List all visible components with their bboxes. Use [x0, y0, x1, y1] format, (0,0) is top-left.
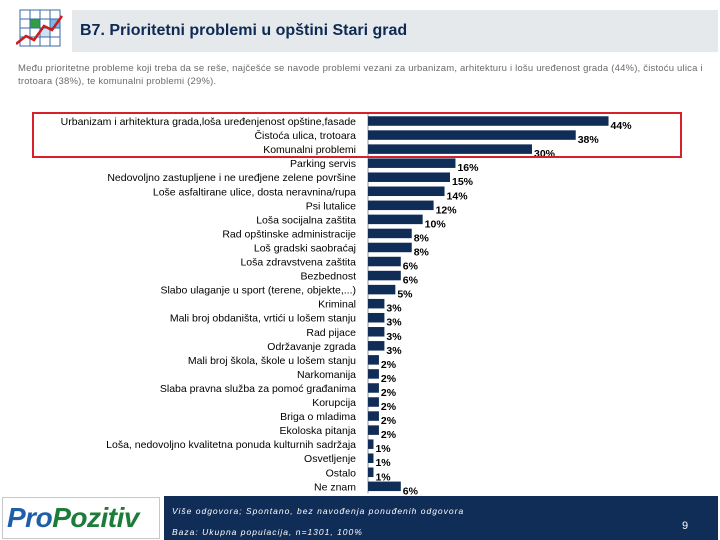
bar [368, 439, 374, 449]
category-label: Briga o mladima [280, 411, 356, 423]
data-label: 14% [447, 190, 469, 202]
category-label: Loša, nedovoljno kvalitetna ponuda kultu… [106, 439, 356, 451]
logo-pozitiv: Pozitiv [52, 502, 139, 533]
bar [368, 327, 385, 337]
grid-logo-icon [16, 9, 64, 47]
bar [368, 341, 385, 351]
category-label: Slaba pravna služba za pomoć građanima [160, 383, 356, 395]
category-label: Rad pijace [306, 327, 356, 339]
footer-bar [164, 496, 718, 540]
data-label: 3% [386, 317, 402, 329]
data-label: 12% [436, 204, 458, 216]
bar [368, 369, 379, 379]
header-bar [72, 10, 718, 52]
category-label: Komunalni problemi [263, 144, 356, 156]
data-label: 44% [611, 120, 633, 132]
bar [368, 228, 412, 239]
category-label: Čistoća ulica, trotoara [254, 129, 356, 142]
category-label: Loš gradski saobraćaj [254, 242, 356, 254]
bar [368, 158, 456, 168]
page-title: B7. Prioritetni problemi u opštini Stari… [80, 22, 408, 39]
bar [368, 256, 401, 267]
category-label: Urbanizam i arhitektura grada,loša uređe… [61, 116, 357, 128]
data-label: 2% [381, 401, 397, 413]
category-label: Mali broj škola, škole u lošem stanju [188, 355, 356, 367]
bar [368, 172, 450, 182]
data-label: 6% [403, 485, 419, 497]
data-label: 1% [375, 443, 391, 455]
category-label: Loše asfaltirane ulice, dosta neravnina/… [153, 186, 356, 198]
data-label: 8% [414, 246, 430, 258]
propozitiv-logo: ProPozitiv [2, 497, 160, 539]
category-label: Loša zdravstvena zaštita [240, 257, 356, 269]
data-label: 3% [386, 303, 402, 315]
bar [368, 355, 379, 365]
data-label: 3% [386, 331, 402, 343]
bar [368, 411, 379, 421]
category-label: Ekoloska pitanja [280, 425, 357, 437]
data-label: 3% [386, 345, 402, 357]
data-label: 15% [452, 176, 474, 188]
bar [368, 242, 412, 253]
footer-note: Više odgovora; Spontano, bez navođenja p… [172, 506, 465, 516]
category-label: Mali broj obdaništa, vrtići u lošem stan… [170, 313, 356, 325]
bar [368, 481, 401, 492]
data-label: 1% [375, 457, 391, 469]
data-label: 2% [381, 415, 397, 427]
category-label: Kriminal [318, 299, 356, 311]
category-label: Nedovoljno zastupljene i ne uređjene zel… [107, 172, 356, 184]
category-label: Bezbednost [301, 271, 357, 283]
data-label: 2% [381, 387, 397, 399]
bar [368, 214, 423, 225]
category-label: Parking servis [290, 158, 356, 170]
category-label: Korupcija [312, 397, 356, 409]
bar-chart: Urbanizam i arhitektura grada,loša uređe… [61, 112, 633, 497]
bar [368, 116, 609, 126]
bar [368, 453, 374, 463]
category-label: Održavanje zgrada [267, 341, 356, 353]
data-label: 2% [381, 359, 397, 371]
category-label: Slabo ulaganje u sport (terene, objekte,… [160, 285, 356, 297]
bar [368, 467, 374, 478]
chart-subtitle: Među prioritetne probleme koji treba da … [18, 63, 703, 87]
bar [368, 270, 401, 281]
category-label: Osvetljenje [304, 453, 356, 465]
category-label: Rad opštinske administracije [222, 228, 356, 240]
bar [368, 383, 379, 393]
category-label: Ne znam [314, 481, 356, 493]
bar [368, 397, 379, 407]
bar [368, 186, 445, 197]
bar [368, 144, 532, 154]
data-label: 38% [578, 134, 600, 146]
bar [368, 298, 385, 309]
data-label: 5% [397, 289, 413, 301]
bar [368, 284, 396, 295]
bar [368, 425, 379, 435]
category-label: Loša socijalna zaštita [256, 214, 356, 226]
logo-pro: Pro [7, 502, 53, 533]
category-label: Psi lutalice [306, 200, 356, 212]
data-label: 6% [403, 261, 419, 273]
category-label: Narkomanija [297, 369, 356, 381]
bar [368, 312, 385, 323]
data-label: 16% [457, 162, 479, 174]
data-label: 1% [375, 471, 391, 483]
data-label: 2% [381, 373, 397, 385]
data-label: 8% [414, 232, 430, 244]
bar [368, 200, 434, 211]
page-number: 9 [682, 520, 689, 532]
top-three-highlight [32, 112, 682, 158]
data-label: 6% [403, 275, 419, 287]
bar [368, 130, 576, 140]
logo-text: ProPozitiv [7, 502, 139, 534]
category-label: Ostalo [326, 467, 357, 479]
data-label: 2% [381, 429, 397, 441]
data-label: 10% [425, 218, 447, 230]
footer-base: Baza: Ukupna populacija, n=1301, 100% [172, 527, 363, 537]
